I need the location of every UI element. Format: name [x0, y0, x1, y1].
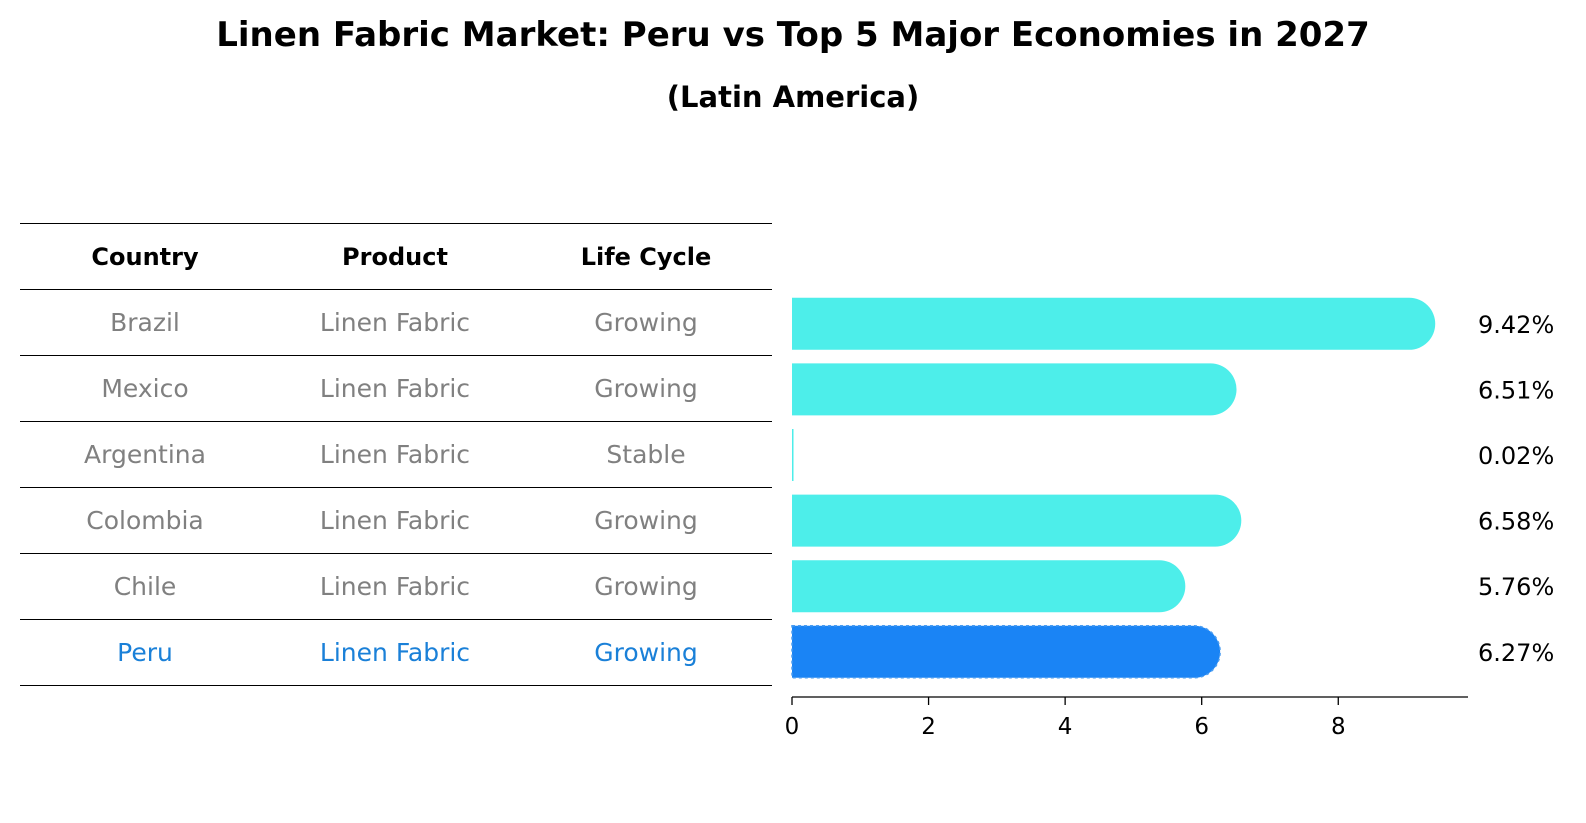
- data-table: Country Product Life Cycle Brazil Linen …: [20, 223, 772, 686]
- cell-life-cycle: Growing: [520, 289, 772, 356]
- cell-country: Chile: [20, 553, 270, 620]
- value-label-peru: 6.27%: [1478, 639, 1554, 667]
- cell-life-cycle: Growing: [520, 487, 772, 554]
- cell-product: Linen Fabric: [270, 289, 520, 356]
- cell-life-cycle: Stable: [520, 421, 772, 488]
- header-country: Country: [20, 223, 270, 290]
- table-row: Brazil Linen Fabric Growing: [20, 289, 772, 356]
- cell-product: Linen Fabric: [270, 421, 520, 488]
- bar-chile: [792, 560, 1186, 613]
- value-label-brazil: 9.42%: [1478, 311, 1554, 339]
- cell-country: Colombia: [20, 487, 270, 554]
- bar-argentina: [792, 429, 794, 481]
- value-label-chile: 5.76%: [1478, 573, 1554, 601]
- cell-country: Mexico: [20, 355, 270, 422]
- cell-product: Linen Fabric: [270, 553, 520, 620]
- value-label-argentina: 0.02%: [1478, 442, 1554, 470]
- table-header-row: Country Product Life Cycle: [20, 223, 772, 290]
- x-tick-label: 2: [921, 714, 936, 740]
- value-label-mexico: 6.51%: [1478, 376, 1554, 404]
- chart-title: Linen Fabric Market: Peru vs Top 5 Major…: [216, 15, 1370, 55]
- value-label-colombia: 6.58%: [1478, 508, 1554, 536]
- bar-peru: [791, 625, 1221, 679]
- cell-country: Peru: [20, 619, 270, 686]
- cell-product: Linen Fabric: [270, 487, 520, 554]
- cell-life-cycle: Growing: [520, 619, 772, 686]
- header-life-cycle: Life Cycle: [520, 223, 772, 290]
- cell-product: Linen Fabric: [270, 619, 520, 686]
- table-row: Colombia Linen Fabric Growing: [20, 487, 772, 554]
- bar-colombia: [792, 494, 1242, 547]
- x-tick-label: 8: [1331, 714, 1346, 740]
- cell-country: Brazil: [20, 289, 270, 356]
- x-tick-label: 0: [785, 714, 800, 740]
- header-product: Product: [270, 223, 520, 290]
- cell-life-cycle: Growing: [520, 553, 772, 620]
- table-row-highlight: Peru Linen Fabric Growing: [20, 619, 772, 686]
- table-row: Mexico Linen Fabric Growing: [20, 355, 772, 422]
- table-row: Chile Linen Fabric Growing: [20, 553, 772, 620]
- cell-country: Argentina: [20, 421, 270, 488]
- bar-brazil: [792, 297, 1436, 350]
- bar-mexico: [792, 363, 1237, 416]
- x-tick-label: 6: [1194, 714, 1209, 740]
- x-tick-label: 4: [1058, 714, 1073, 740]
- chart-subtitle: (Latin America): [666, 80, 920, 114]
- table-row: Argentina Linen Fabric Stable: [20, 421, 772, 488]
- cell-product: Linen Fabric: [270, 355, 520, 422]
- cell-life-cycle: Growing: [520, 355, 772, 422]
